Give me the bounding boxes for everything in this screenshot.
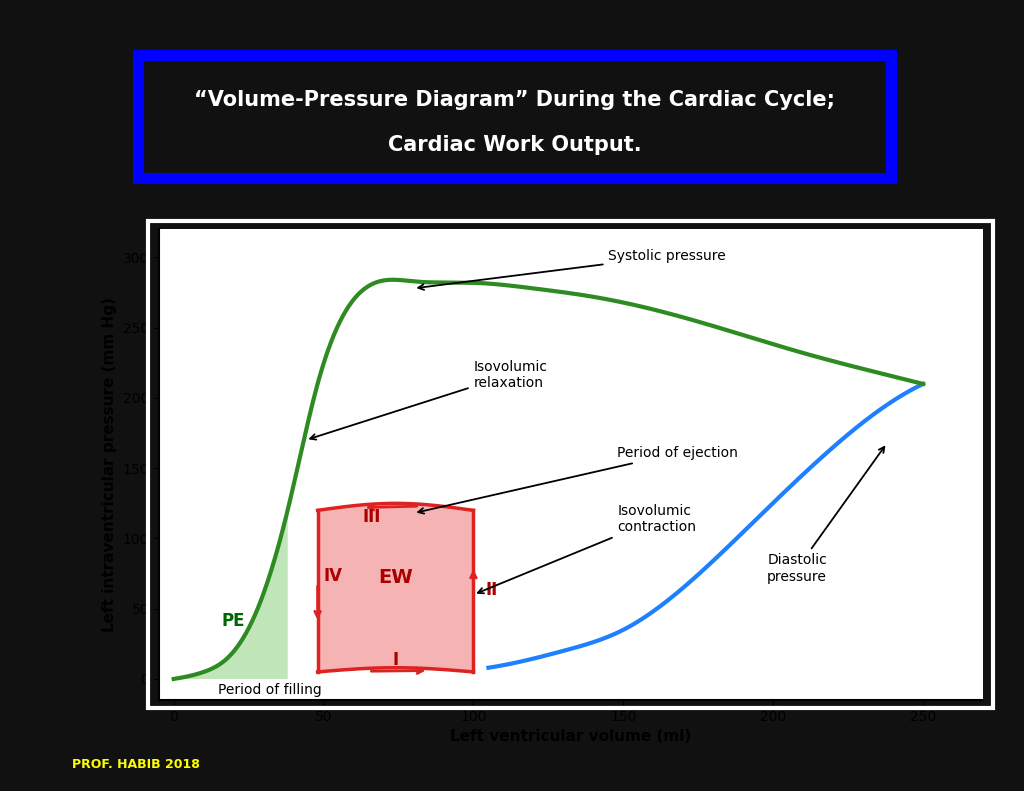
Polygon shape (317, 503, 473, 672)
X-axis label: Left ventricular volume (ml): Left ventricular volume (ml) (451, 729, 691, 744)
Text: III: III (362, 508, 381, 525)
Text: II: II (485, 581, 498, 599)
Text: Systolic pressure: Systolic pressure (418, 249, 726, 290)
Y-axis label: Left intraventricular pressure (mm Hg): Left intraventricular pressure (mm Hg) (102, 297, 117, 632)
Text: IV: IV (324, 566, 342, 585)
Text: PROF. HABIB 2018: PROF. HABIB 2018 (72, 759, 200, 771)
Text: Isovolumic
relaxation: Isovolumic relaxation (310, 360, 548, 440)
Text: Diastolic
pressure: Diastolic pressure (767, 447, 885, 584)
Text: Period of ejection: Period of ejection (418, 446, 738, 513)
Text: EW: EW (378, 569, 413, 588)
Text: PE: PE (222, 611, 246, 630)
Text: I: I (392, 651, 398, 669)
Text: Cardiac Work Output.: Cardiac Work Output. (388, 135, 641, 155)
Text: Isovolumic
contraction: Isovolumic contraction (478, 504, 696, 593)
Polygon shape (174, 510, 288, 679)
Text: “Volume-Pressure Diagram” During the Cardiac Cycle;: “Volume-Pressure Diagram” During the Car… (195, 89, 835, 109)
Text: Period of filling: Period of filling (218, 683, 322, 698)
